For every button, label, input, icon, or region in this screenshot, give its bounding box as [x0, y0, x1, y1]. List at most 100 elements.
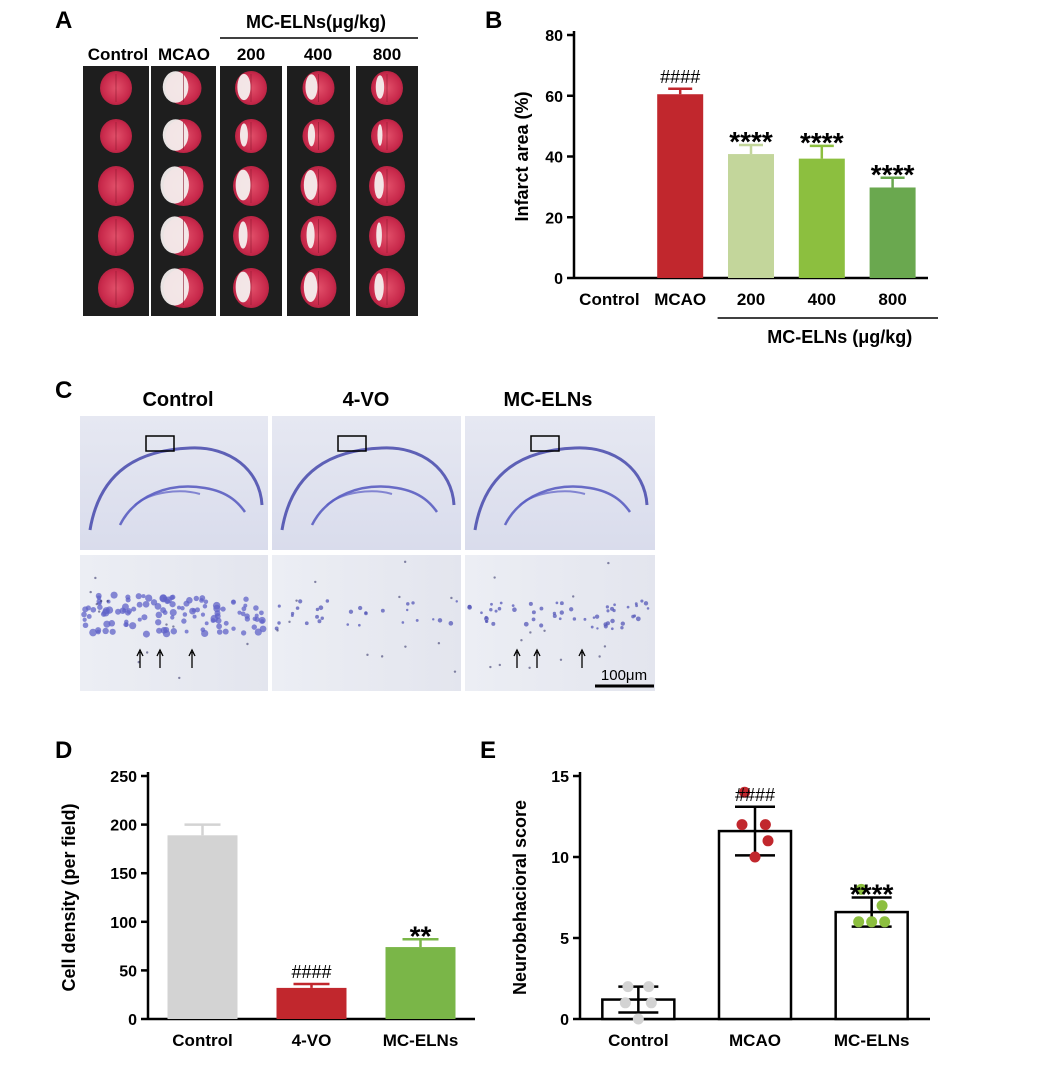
data-point — [622, 981, 634, 993]
y-axis-label: Infarct area (%) — [512, 91, 532, 221]
brain-slice — [300, 268, 337, 308]
y-tick-label: 150 — [110, 866, 137, 883]
y-tick-label: 15 — [551, 769, 569, 786]
data-point — [853, 916, 865, 928]
nissl-overview-image — [272, 416, 461, 550]
y-tick-label: 50 — [119, 963, 137, 980]
panel-a-col-label-200: 200 — [237, 45, 265, 64]
y-tick-label: 100 — [110, 915, 137, 932]
data-point — [643, 981, 655, 993]
significance-label: **** — [729, 126, 773, 157]
brain-slice — [233, 166, 269, 206]
panel-letter-e: E — [480, 737, 496, 764]
x-tick-label: Control — [608, 1031, 668, 1050]
nissl-zoom-image — [80, 555, 268, 691]
inset-box — [337, 435, 367, 452]
photo-column — [151, 66, 216, 316]
group-bracket-label: MC-ELNs (μg/kg) — [767, 327, 912, 347]
x-tick-label: Control — [579, 290, 639, 309]
bar — [167, 835, 238, 1019]
photo-column — [83, 66, 149, 316]
y-tick-label: 10 — [551, 850, 569, 867]
brain-slice — [98, 268, 134, 308]
brain-slice — [98, 166, 134, 206]
panel-c-col-label-4vo: 4-VO — [343, 389, 390, 411]
inset-box — [530, 435, 560, 452]
data-point — [645, 997, 657, 1009]
nissl-stain-images — [80, 416, 655, 691]
brain-slice — [160, 216, 204, 256]
brain-slice — [233, 268, 269, 308]
data-point — [879, 916, 891, 928]
x-tick-label: MCAO — [654, 290, 706, 309]
brain-slice — [162, 119, 202, 153]
brain-slice — [160, 268, 204, 308]
data-point — [855, 883, 867, 895]
significance-label: **** — [850, 879, 894, 910]
significance-label: ** — [410, 920, 432, 951]
photo-column — [356, 66, 418, 316]
brain-slice — [235, 71, 267, 105]
panel-a-col-label-800: 800 — [373, 45, 401, 64]
panel-a-col-label-400: 400 — [304, 45, 332, 64]
bar — [385, 947, 456, 1019]
nissl-zoom-image — [465, 555, 655, 691]
photo-column — [287, 66, 350, 316]
y-axis-label: Neurobehacioral score — [510, 800, 530, 995]
x-tick-label: 200 — [737, 290, 765, 309]
brain-slice — [371, 119, 403, 153]
panel-c-col-label-mcelns: MC-ELNs — [504, 389, 593, 411]
bar — [657, 94, 704, 278]
brain-slice — [300, 166, 337, 206]
y-tick-label: 60 — [545, 89, 563, 106]
panel-letter-d: D — [55, 737, 72, 764]
x-tick-label: Control — [172, 1031, 232, 1050]
bar — [798, 158, 845, 278]
panel-c-col-label-control: Control — [142, 389, 213, 411]
x-tick-label: 4-VO — [292, 1031, 332, 1050]
panel-a: A MC-ELNs(μg/kg) Control MCAO 200 400 80… — [55, 7, 418, 316]
scale-bar-label: 100μm — [601, 667, 647, 684]
nissl-zoom-image — [272, 555, 461, 691]
x-tick-label: 400 — [808, 290, 836, 309]
y-tick-label: 5 — [560, 931, 569, 948]
y-tick-label: 0 — [560, 1012, 569, 1029]
panel-letter-a: A — [55, 7, 72, 34]
brain-slice — [371, 71, 403, 105]
chart-d: D 0 50 100 150 200 250 Cell density (per field… — [55, 737, 475, 1050]
data-point — [759, 819, 771, 831]
brain-slice — [369, 268, 405, 308]
significance-label: **** — [800, 127, 844, 158]
data-point — [876, 900, 888, 912]
data-point — [749, 851, 761, 863]
inset-box — [145, 435, 175, 452]
data-point — [866, 916, 878, 928]
ttc-brain-photos — [83, 66, 418, 316]
brain-slice — [98, 216, 134, 256]
brain-slice — [235, 119, 267, 153]
brain-slice — [302, 119, 335, 153]
y-axis-label: Cell density (per field) — [59, 803, 79, 991]
panel-a-col-label-control: Control — [88, 45, 148, 64]
x-tick-label: MCAO — [729, 1031, 781, 1050]
bar — [276, 987, 347, 1019]
brain-slice — [233, 216, 269, 256]
panel-letter-c: C — [55, 377, 72, 404]
y-tick-label: 0 — [554, 271, 563, 288]
brain-slice — [162, 71, 202, 105]
x-tick-label: MC-ELNs — [834, 1031, 910, 1050]
panel-a-col-label-mcao: MCAO — [158, 45, 210, 64]
chart-e: E 0 5 10 15 Neurobehacioral score Control ####… — [480, 737, 930, 1050]
brain-slice — [100, 71, 132, 105]
x-tick-label: MC-ELNs — [383, 1031, 459, 1050]
data-point — [739, 786, 751, 798]
brain-slice — [302, 71, 335, 105]
data-point — [619, 997, 631, 1009]
x-tick-label: 800 — [878, 290, 906, 309]
panel-c: C Control 4-VO MC-ELNs 100μm — [55, 377, 655, 691]
data-point — [632, 1013, 644, 1025]
panel-letter-b: B — [485, 7, 502, 34]
bar — [728, 154, 774, 278]
data-point — [736, 819, 748, 831]
